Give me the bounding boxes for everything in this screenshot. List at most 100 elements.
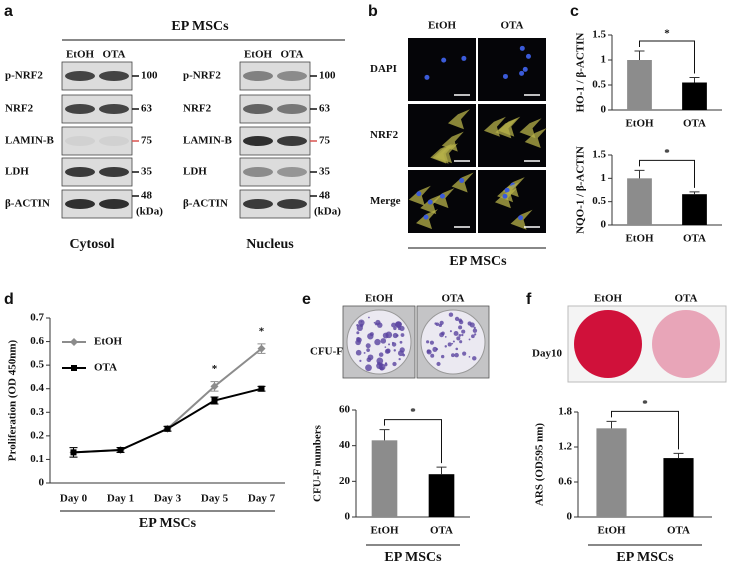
significance-bracket bbox=[639, 40, 695, 74]
ars-well bbox=[574, 310, 642, 378]
x-tick-label: OTA bbox=[683, 118, 706, 130]
colony bbox=[440, 354, 445, 359]
colony bbox=[359, 359, 362, 362]
colony bbox=[468, 356, 471, 358]
x-tick-label: EtOH bbox=[597, 525, 626, 537]
colony bbox=[459, 340, 463, 344]
y-tick-label: 0 bbox=[39, 477, 45, 489]
nucleus bbox=[502, 73, 508, 79]
colony bbox=[373, 321, 376, 324]
panel-letter: c bbox=[570, 3, 579, 20]
x-tick-label: EtOH bbox=[625, 233, 654, 245]
colony bbox=[449, 330, 452, 333]
blot-band bbox=[277, 71, 307, 81]
nucleus bbox=[427, 199, 433, 205]
y-tick-label: 0.4 bbox=[30, 382, 44, 394]
panel-letter: e bbox=[302, 291, 311, 308]
colony bbox=[458, 334, 462, 337]
x-tick-label: OTA bbox=[683, 233, 706, 245]
panel-letter: d bbox=[4, 291, 14, 308]
y-axis-label: Proliferation (OD 450nm) bbox=[7, 339, 19, 461]
row-label: p-NRF2 bbox=[5, 70, 43, 82]
blot-band bbox=[65, 71, 95, 81]
colony bbox=[396, 334, 399, 337]
colony bbox=[399, 325, 405, 332]
nucleus bbox=[424, 74, 430, 80]
colony bbox=[444, 345, 447, 348]
image-column: OTA bbox=[500, 20, 523, 32]
plate-row: CFU-F bbox=[310, 346, 343, 358]
colony bbox=[393, 326, 397, 331]
significance: * bbox=[642, 398, 648, 410]
image-row: NRF2 bbox=[370, 129, 399, 141]
y-tick-label: 1.5 bbox=[592, 149, 606, 161]
colony bbox=[448, 312, 454, 317]
y-tick-label: 0.3 bbox=[30, 406, 44, 418]
cell bbox=[519, 118, 542, 139]
row-label: p-NRF2 bbox=[183, 70, 221, 82]
cell bbox=[483, 116, 506, 137]
colony bbox=[399, 340, 403, 344]
y-tick-label: 1 bbox=[601, 54, 607, 66]
point bbox=[71, 365, 77, 371]
bar bbox=[682, 194, 707, 225]
blot-band bbox=[65, 199, 95, 209]
micrograph bbox=[478, 38, 546, 101]
error-bar bbox=[436, 466, 447, 475]
y-tick-label: 0.6 bbox=[30, 335, 44, 347]
colony bbox=[392, 361, 397, 367]
row-label: β-ACTIN bbox=[5, 198, 50, 210]
error-bar bbox=[606, 420, 617, 429]
error-bar bbox=[673, 452, 684, 459]
y-tick-label: 0 bbox=[345, 511, 351, 523]
panel-letter: b bbox=[368, 3, 378, 20]
colony bbox=[388, 343, 391, 346]
colony bbox=[397, 350, 404, 357]
y-tick-label: 0.5 bbox=[592, 79, 606, 91]
nucleus bbox=[461, 55, 467, 61]
x-tick-label: Day 5 bbox=[201, 493, 229, 505]
significance: * bbox=[664, 147, 670, 159]
panel-letter: a bbox=[4, 3, 13, 20]
blot-strip bbox=[239, 157, 311, 187]
nucleus bbox=[502, 193, 508, 199]
bar bbox=[627, 178, 652, 225]
x-tick-label: EtOH bbox=[625, 118, 654, 130]
colony bbox=[451, 342, 454, 345]
y-tick-label: 20 bbox=[339, 475, 351, 487]
nucleus bbox=[416, 191, 422, 197]
y-axis-label: NQO-1 / β-ACTIN bbox=[575, 146, 587, 234]
significance-bracket bbox=[639, 159, 695, 188]
x-tick-label: OTA bbox=[430, 525, 453, 537]
colony bbox=[384, 363, 388, 367]
colony bbox=[472, 356, 477, 361]
legend-label: EtOH bbox=[94, 336, 123, 348]
significance: * bbox=[259, 325, 265, 337]
colony bbox=[436, 361, 441, 367]
marker-label: 35 bbox=[319, 166, 331, 178]
colony bbox=[452, 340, 455, 343]
colony bbox=[356, 331, 360, 335]
colony bbox=[467, 321, 472, 326]
colony bbox=[473, 326, 476, 329]
colony bbox=[441, 331, 445, 336]
colony bbox=[366, 348, 370, 352]
ars-column: OTA bbox=[674, 293, 697, 305]
bar bbox=[596, 428, 627, 517]
colony bbox=[472, 328, 478, 333]
x-tick-label: Day 0 bbox=[60, 493, 88, 505]
bar bbox=[428, 474, 455, 517]
colony bbox=[385, 348, 391, 354]
nucleus bbox=[441, 57, 447, 63]
row-label: NRF2 bbox=[183, 103, 212, 115]
colony bbox=[385, 331, 393, 339]
significance-bracket bbox=[384, 419, 442, 464]
colony bbox=[462, 351, 467, 356]
colony bbox=[439, 320, 444, 325]
nucleus bbox=[423, 214, 429, 220]
point bbox=[117, 447, 124, 453]
blot-band bbox=[243, 71, 273, 81]
colony bbox=[461, 333, 464, 337]
cell bbox=[447, 109, 470, 130]
colony bbox=[356, 337, 361, 342]
